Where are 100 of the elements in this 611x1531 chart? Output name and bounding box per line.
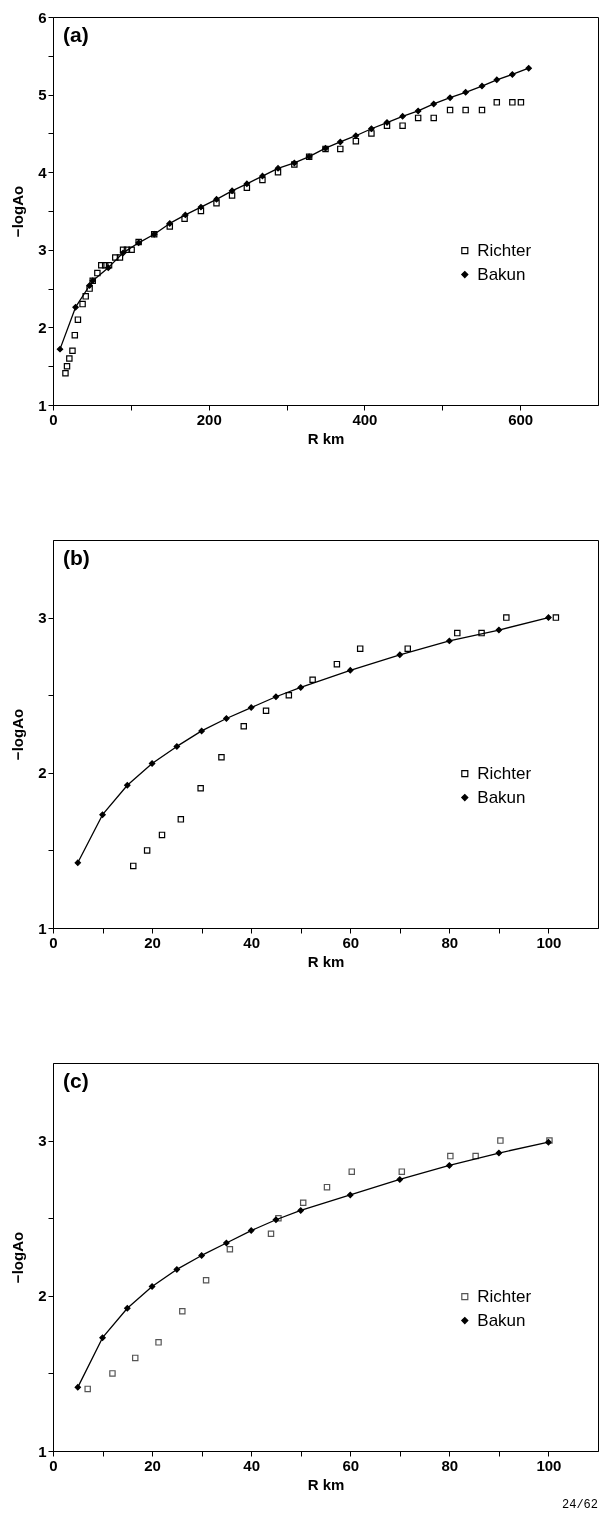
point [173,1266,181,1273]
point [525,64,532,72]
x-axis-title: R km [307,429,345,447]
point [124,781,131,789]
point [197,207,205,215]
point [497,1137,504,1144]
point [198,727,205,735]
point [240,722,247,730]
point [309,676,316,683]
y-axis-title: −logAo [9,185,27,238]
point [509,71,516,78]
x-tick-label: 20 [144,933,161,951]
x-tick-label: 0 [49,1456,58,1474]
point [71,331,79,339]
point [259,172,266,180]
y-tick-label: 5 [38,86,47,104]
point [148,760,156,767]
point [98,262,105,269]
point [552,614,560,621]
point [299,1199,307,1206]
point [124,1304,131,1312]
point [396,1176,404,1183]
point [247,704,255,711]
point [148,1283,156,1290]
point [404,645,411,652]
point [503,614,510,621]
x-tick-label: 0 [49,933,58,951]
point [182,211,189,219]
point [130,862,137,870]
point [478,106,486,114]
x-axis-title: R km [307,952,345,970]
chart-title: (b) [63,546,90,569]
legend-label: Richter [477,1286,532,1306]
point [243,180,251,188]
point [472,1152,479,1160]
point [399,122,406,129]
point [462,106,469,114]
point [94,269,101,277]
chart-title: (a) [63,23,89,46]
point [267,1230,275,1237]
point [297,1207,304,1214]
point [132,1354,139,1362]
x-axis-title: R km [307,1475,345,1493]
point [213,199,220,207]
point [82,293,89,300]
legend-label: Bakun [477,264,526,284]
point [202,1277,210,1284]
point [297,684,304,691]
point [274,168,282,176]
legend-label: Bakun [477,787,526,807]
point [181,215,188,223]
y-tick-label: 2 [38,1287,47,1305]
point [495,626,503,634]
point [323,1183,331,1191]
point [396,651,404,659]
point [79,300,86,308]
text: 24/62 [561,1498,598,1512]
point [337,138,344,146]
point [495,1149,503,1157]
point [478,629,485,637]
point [223,1239,230,1247]
point [414,114,422,122]
y-tick-label: 3 [38,609,47,627]
x-tick-label: 100 [536,1456,562,1474]
point [74,859,82,867]
point [399,113,406,120]
y-tick-label: 2 [38,318,47,336]
point [272,693,280,700]
point [447,1152,454,1160]
x-tick-label: 80 [441,1456,459,1474]
point [478,82,486,90]
point [356,645,364,652]
x-tick-label: 600 [508,410,534,428]
point [368,125,375,132]
y-tick-label: 4 [38,163,48,181]
point [155,1339,162,1346]
point [223,715,230,722]
point [337,145,344,153]
x-tick-label: 0 [49,410,58,428]
point [347,667,354,674]
x-tick-label: 80 [441,933,459,951]
point [509,99,516,106]
point [352,132,360,139]
point [218,754,225,761]
y-axis-title: −logAo [9,708,27,761]
y-tick-label: 1 [38,1442,47,1460]
chart-title: (c) [63,1069,89,1092]
point [243,184,251,191]
point [430,100,437,108]
point [446,637,453,645]
y-axis-title: −logAo [9,1231,27,1284]
point [493,76,501,84]
y-tick-label: 3 [38,241,47,259]
point [74,316,82,323]
point [109,1370,116,1377]
point [347,1191,354,1199]
point [69,347,76,354]
point [414,107,422,115]
point [348,1168,356,1175]
point [352,137,360,145]
